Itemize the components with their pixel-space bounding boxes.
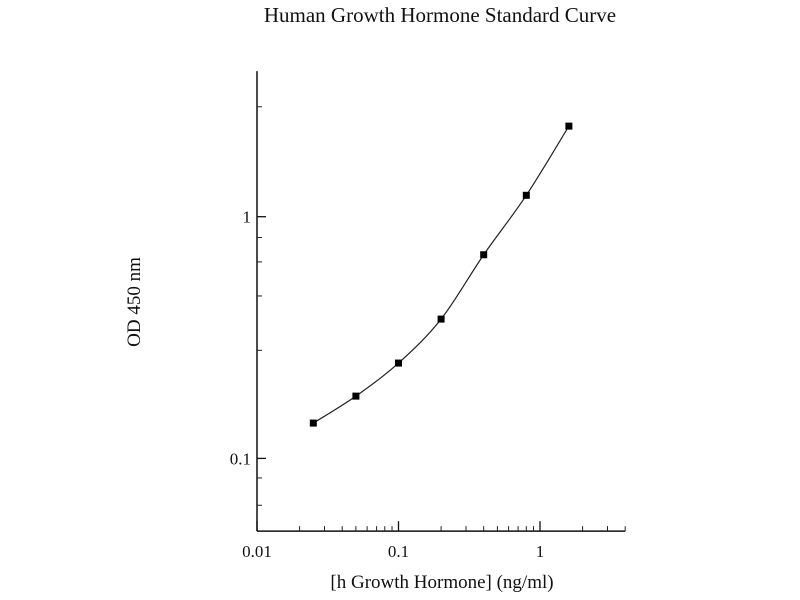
axes: 0.01 0.1 1 0.1 1 <box>230 71 626 561</box>
data-point <box>352 392 360 400</box>
y-tick-label: 0.1 <box>230 449 251 468</box>
x-tick-label: 0.1 <box>388 542 409 561</box>
data-point <box>437 315 445 323</box>
x-tick-label: 1 <box>536 542 545 561</box>
data-point <box>480 251 488 259</box>
data-point <box>565 122 573 130</box>
x-axis-label: [h Growth Hormone] (ng/ml) <box>330 572 553 593</box>
data-series <box>309 122 573 427</box>
x-tick-label: 0.01 <box>242 542 272 561</box>
data-point <box>309 419 317 427</box>
series-line <box>312 125 570 424</box>
data-point <box>522 191 530 199</box>
data-point <box>395 359 402 367</box>
y-axis-label: OD 450 nm <box>124 257 145 347</box>
chart-title: Human Growth Hormone Standard Curve <box>264 3 616 27</box>
y-tick-label: 1 <box>243 208 252 227</box>
